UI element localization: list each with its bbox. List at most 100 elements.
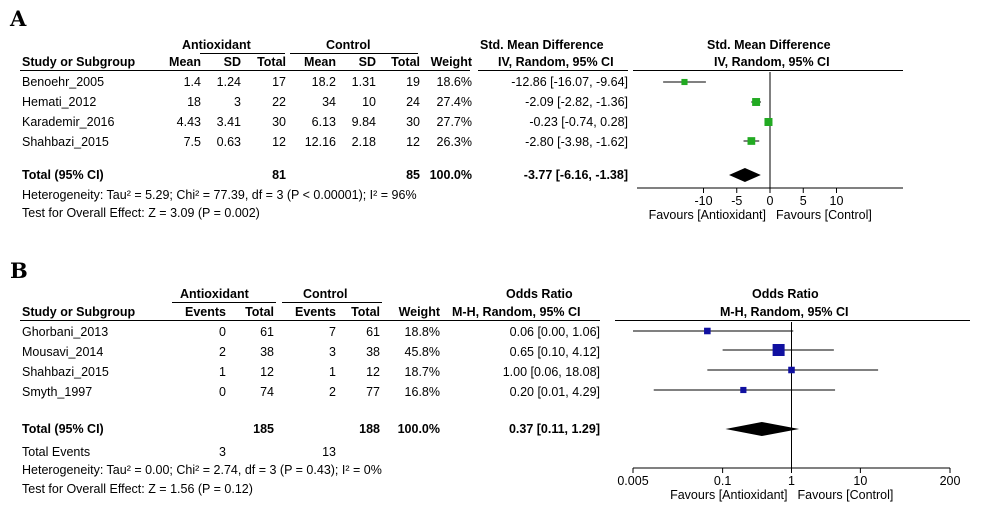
total1-header: Total bbox=[245, 305, 274, 319]
group2-header: Control bbox=[303, 287, 348, 301]
plot-method-header: M-H, Random, 95% CI bbox=[720, 305, 849, 319]
events1: 0 bbox=[219, 385, 226, 399]
table-rule bbox=[633, 70, 903, 71]
total2-sum: 188 bbox=[359, 422, 380, 436]
sd2: 2.18 bbox=[351, 135, 376, 149]
panel-a-label: A bbox=[10, 6, 27, 31]
study-name: Ghorbani_2013 bbox=[22, 325, 109, 339]
weight-header: Weight bbox=[430, 55, 472, 69]
summary-diamond bbox=[729, 168, 761, 182]
weight: 18.8% bbox=[404, 325, 440, 339]
sd2: 10 bbox=[362, 95, 376, 109]
total2-header: Total bbox=[391, 55, 420, 69]
effect-ci: 0.65 [0.10, 4.12] bbox=[509, 345, 600, 359]
plot-title-header: Odds Ratio bbox=[752, 287, 819, 301]
study-name: Karademir_2016 bbox=[22, 115, 115, 129]
total1: 17 bbox=[272, 75, 286, 89]
point-estimate-marker bbox=[740, 386, 747, 394]
study-column-header: Study or Subgroup bbox=[22, 305, 136, 319]
point-estimate-marker bbox=[788, 366, 795, 374]
point-estimate-marker bbox=[752, 98, 761, 106]
mean2: 12.16 bbox=[304, 135, 336, 149]
table-rule bbox=[20, 320, 600, 321]
table-rule bbox=[20, 70, 470, 71]
total-effect-ci: 0.37 [0.11, 1.29] bbox=[508, 422, 600, 436]
overall-effect-text: Test for Overall Effect: Z = 1.56 (P = 0… bbox=[22, 482, 253, 496]
events2-header: Events bbox=[295, 305, 336, 319]
sd2-header: SD bbox=[358, 55, 376, 69]
point-estimate-marker bbox=[772, 344, 785, 356]
events1-header: Events bbox=[185, 305, 226, 319]
study-name: Shahbazi_2015 bbox=[22, 135, 109, 149]
effect-title-header: Odds Ratio bbox=[506, 287, 573, 301]
weight: 45.8% bbox=[404, 345, 440, 359]
events1: 1 bbox=[219, 365, 226, 379]
effect-ci: -2.80 [-3.98, -1.62] bbox=[525, 135, 628, 149]
total1: 30 bbox=[272, 115, 286, 129]
weight: 18.7% bbox=[404, 365, 440, 379]
effect-ci: 0.06 [0.00, 1.06] bbox=[509, 325, 600, 339]
total1: 74 bbox=[260, 385, 274, 399]
study-name: Benoehr_2005 bbox=[22, 75, 105, 89]
weight: 16.8% bbox=[404, 385, 440, 399]
x-tick-label: 200 bbox=[940, 474, 961, 488]
events1: 2 bbox=[219, 345, 226, 359]
total1: 12 bbox=[272, 135, 286, 149]
total-label: Total (95% CI) bbox=[22, 422, 104, 436]
effect-ci: 0.20 [0.01, 4.29] bbox=[509, 385, 600, 399]
effect-ci: -0.23 [-0.74, 0.28] bbox=[529, 115, 628, 129]
total1: 38 bbox=[260, 345, 274, 359]
x-tick-label: 0 bbox=[767, 194, 774, 208]
group2-underline bbox=[282, 302, 382, 303]
weight: 27.7% bbox=[436, 115, 472, 129]
events2: 2 bbox=[329, 385, 336, 399]
favours-right-label: Favours [Control] bbox=[776, 208, 872, 222]
events2: 3 bbox=[329, 345, 336, 359]
total-events2: 13 bbox=[322, 445, 336, 459]
total2: 77 bbox=[366, 385, 380, 399]
total2-header: Total bbox=[351, 305, 380, 319]
total-weight: 100.0% bbox=[429, 168, 472, 182]
study-name: Smyth_1997 bbox=[22, 385, 93, 399]
plot-method-header: IV, Random, 95% CI bbox=[714, 55, 830, 69]
total1: 61 bbox=[260, 325, 274, 339]
effect-title-header: Std. Mean Difference bbox=[480, 38, 604, 52]
x-tick-label: 5 bbox=[800, 194, 807, 208]
weight: 18.6% bbox=[436, 75, 472, 89]
x-tick-label: 1 bbox=[788, 474, 795, 488]
total1: 22 bbox=[272, 95, 286, 109]
weight-header: Weight bbox=[398, 305, 440, 319]
study-column-header: Study or Subgroup bbox=[22, 55, 136, 69]
sd1: 1.24 bbox=[216, 75, 241, 89]
mean1: 4.43 bbox=[176, 115, 201, 129]
x-tick-label: 0.005 bbox=[617, 474, 648, 488]
group1-header: Antioxidant bbox=[182, 38, 251, 52]
overall-effect-text: Test for Overall Effect: Z = 3.09 (P = 0… bbox=[22, 206, 260, 220]
total2: 61 bbox=[366, 325, 380, 339]
group2-underline bbox=[290, 53, 418, 54]
sd1-header: SD bbox=[223, 55, 241, 69]
summary-diamond bbox=[725, 422, 800, 436]
group1-header: Antioxidant bbox=[180, 287, 249, 301]
total2: 24 bbox=[406, 95, 420, 109]
effect-ci: -2.09 [-2.82, -1.36] bbox=[525, 95, 628, 109]
events2: 7 bbox=[329, 325, 336, 339]
study-name: Shahbazi_2015 bbox=[22, 365, 109, 379]
study-name: Mousavi_2014 bbox=[22, 345, 104, 359]
x-tick-label: 10 bbox=[853, 474, 867, 488]
mean1: 7.5 bbox=[183, 135, 201, 149]
point-estimate-marker bbox=[681, 78, 688, 86]
sd2: 1.31 bbox=[351, 75, 376, 89]
total1-header: Total bbox=[257, 55, 286, 69]
weight: 27.4% bbox=[436, 95, 472, 109]
mean2: 6.13 bbox=[311, 115, 336, 129]
mean1-header: Mean bbox=[169, 55, 201, 69]
weight: 26.3% bbox=[436, 135, 472, 149]
point-estimate-marker bbox=[704, 327, 711, 335]
total-events1: 3 bbox=[219, 445, 226, 459]
mean2: 34 bbox=[322, 95, 336, 109]
x-tick-label: 0.1 bbox=[714, 474, 731, 488]
sd1: 0.63 bbox=[216, 135, 241, 149]
total1-sum: 81 bbox=[272, 168, 286, 182]
